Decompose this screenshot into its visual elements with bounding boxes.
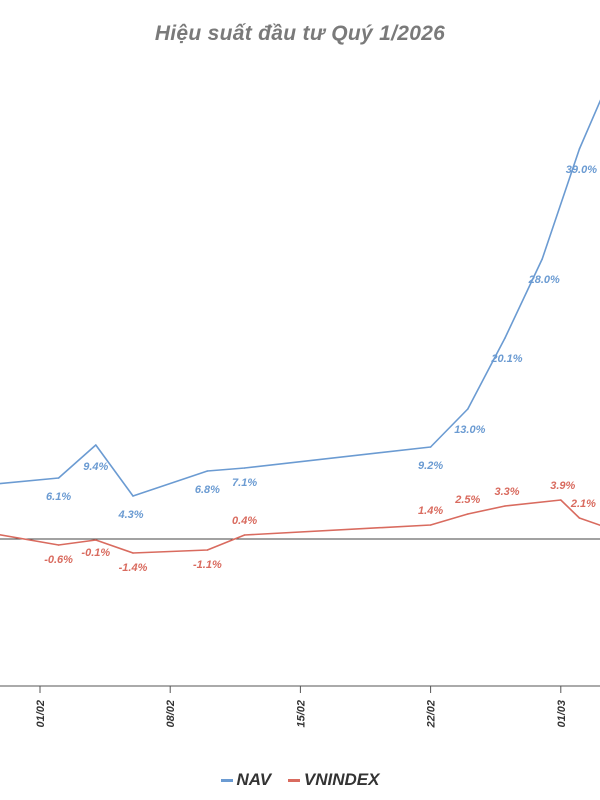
data-point-nav — [541, 258, 543, 260]
data-point-vnindex — [560, 499, 562, 501]
x-tick-label: 22/02 — [426, 700, 438, 729]
data-label-nav: 7.1% — [232, 477, 257, 489]
data-point-nav — [57, 477, 60, 479]
data-label-nav: 39.0% — [566, 164, 597, 176]
data-point-nav — [206, 470, 209, 472]
x-tick-label: 08/02 — [165, 700, 177, 728]
data-label-vnindex: 3.3% — [494, 486, 519, 498]
data-point-vnindex — [132, 552, 134, 554]
data-point-vnindex — [95, 539, 97, 541]
chart-legend: NAV VNINDEX — [0, 770, 600, 790]
data-point-vnindex — [206, 549, 209, 551]
data-label-vnindex: 2.1% — [570, 498, 596, 510]
series-line-nav — [0, 99, 600, 497]
data-point-vnindex — [467, 513, 469, 515]
data-point-nav — [243, 467, 246, 469]
data-point-vnindex — [504, 505, 506, 507]
chart-title: Hiệu suất đầu tư Quý 1/2026 — [154, 22, 446, 45]
data-label-nav: 9.2% — [418, 460, 443, 472]
series-line-vnindex — [0, 499, 600, 554]
data-label-nav: 9.4% — [83, 461, 108, 473]
x-tick-label: 01/02 — [35, 700, 47, 728]
data-label-vnindex: 1.4% — [418, 505, 443, 517]
data-point-vnindex — [578, 517, 581, 519]
data-point-vnindex — [243, 534, 246, 536]
data-label-nav: 28.0% — [528, 274, 560, 286]
data-point-nav — [95, 444, 97, 446]
legend-swatch-nav — [220, 779, 233, 783]
legend-item-vnindex[interactable]: VNINDEX — [287, 770, 380, 790]
data-label-vnindex: -1.4% — [119, 562, 148, 574]
data-label-nav: 4.3% — [117, 509, 143, 521]
x-tick-label: 01/03 — [556, 700, 568, 728]
data-label-vnindex: 2.5% — [454, 494, 480, 506]
data-label-nav: 13.0% — [454, 424, 485, 436]
legend-swatch-vnindex — [287, 779, 300, 783]
data-point-nav — [504, 337, 506, 339]
data-label-vnindex: -0.6% — [44, 554, 73, 566]
legend-label-nav: NAV — [236, 770, 272, 789]
legend-label-vnindex: VNINDEX — [303, 770, 380, 789]
data-label-nav: 6.1% — [46, 491, 71, 503]
data-point-nav — [132, 495, 134, 497]
data-point-nav — [467, 408, 469, 410]
data-point-vnindex — [429, 524, 432, 526]
x-tick-label: 15/02 — [295, 700, 307, 728]
data-label-vnindex: -0.1% — [81, 547, 110, 559]
data-label-vnindex: 3.9% — [550, 480, 575, 492]
data-point-nav — [578, 148, 581, 150]
data-label-vnindex: -1.1% — [193, 559, 222, 571]
data-label-nav: 6.8% — [195, 484, 220, 496]
data-point-nav — [429, 446, 432, 448]
legend-item-nav[interactable]: NAV — [220, 770, 272, 790]
data-label-nav: 20.1% — [490, 353, 522, 365]
data-point-vnindex — [57, 544, 60, 546]
data-label-vnindex: 0.4% — [232, 515, 257, 527]
